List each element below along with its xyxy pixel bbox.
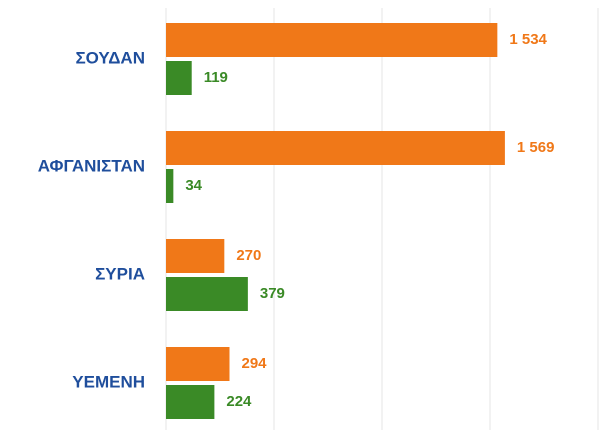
value-label: 270 xyxy=(236,247,261,264)
bar xyxy=(166,239,225,273)
value-label: 379 xyxy=(260,285,285,302)
bar xyxy=(166,385,215,419)
category-label: ΑΦΓΑΝΙΣΤΑΝ xyxy=(38,156,145,175)
bar xyxy=(166,23,498,57)
value-label: 294 xyxy=(242,355,268,372)
bar xyxy=(166,61,192,95)
value-label: 119 xyxy=(204,69,228,86)
value-label: 224 xyxy=(226,393,252,410)
category-label: ΣΥΡΙΑ xyxy=(95,264,145,283)
value-label: 34 xyxy=(185,177,202,194)
bar xyxy=(166,169,174,203)
value-label: 1 534 xyxy=(509,31,547,48)
value-label: 1 569 xyxy=(517,139,555,156)
category-label: ΣΟΥΔΑΝ xyxy=(75,48,145,67)
bar xyxy=(166,347,230,381)
bar xyxy=(166,277,248,311)
bar xyxy=(166,131,505,165)
category-label: ΥΕΜΕΝΗ xyxy=(72,372,145,391)
